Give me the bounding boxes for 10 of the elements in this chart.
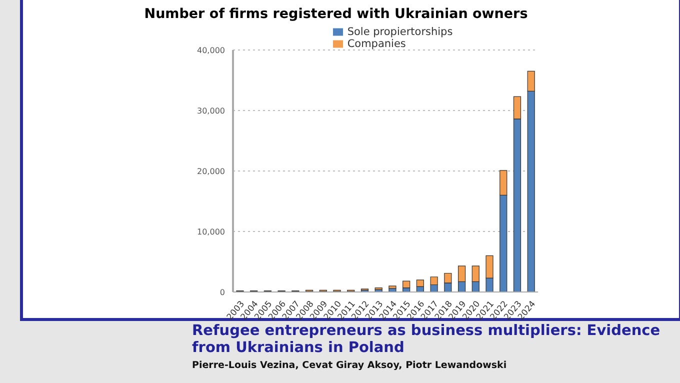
text: Refugee entrepreneurs as business multipliers: Evidence from Ukrainians in Poland xyxy=(192,323,662,357)
y-tick-label: 10,000 xyxy=(197,227,225,236)
chart-title: Number of firms registered with Ukrainian owners xyxy=(143,6,529,22)
y-tick-label: 0 xyxy=(220,288,225,297)
text: Pierre-Louis Vezina, Cevat Giray Aksoy, Piotr Lewandowski xyxy=(192,360,508,371)
legend-label: Sole propiertorships xyxy=(347,26,453,38)
legend-label: Companies xyxy=(347,38,406,50)
y-tick-label: 30,000 xyxy=(197,106,225,116)
y-tick-label: 40,000 xyxy=(197,46,225,55)
y-tick-label: 20,000 xyxy=(197,166,225,176)
